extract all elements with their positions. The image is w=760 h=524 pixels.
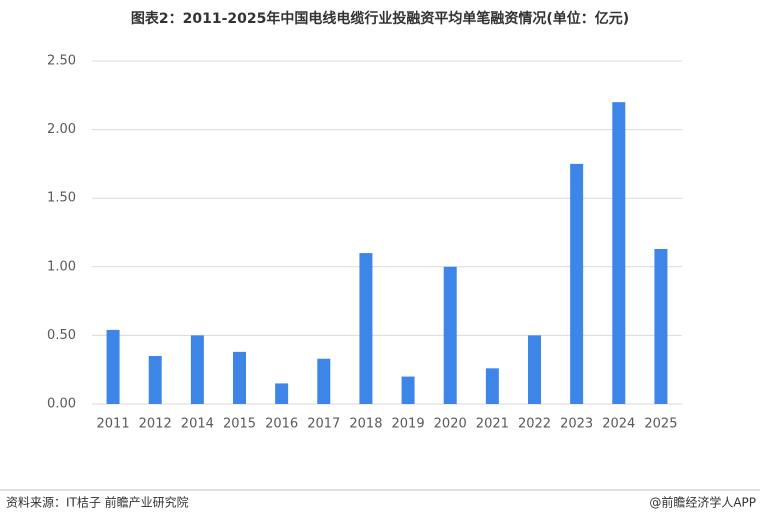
bar xyxy=(528,335,541,404)
bar xyxy=(443,266,457,404)
y-tick-label: 0.50 xyxy=(47,328,76,343)
x-tick-label: 2014 xyxy=(181,417,214,432)
x-tick-label: 2021 xyxy=(476,417,509,432)
x-tick-label: 2018 xyxy=(349,417,382,432)
x-tick-label: 2015 xyxy=(223,417,256,432)
source-note: 资料来源：IT桔子 前瞻产业研究院 xyxy=(6,495,189,510)
x-tick-label: 2016 xyxy=(265,417,298,432)
bar xyxy=(401,376,415,404)
y-tick-label: 1.00 xyxy=(47,259,76,274)
x-tick-label: 2017 xyxy=(307,417,340,432)
bar xyxy=(275,383,289,404)
bar xyxy=(233,351,246,404)
x-tick-label: 2024 xyxy=(602,417,635,432)
bar xyxy=(190,335,204,404)
bar xyxy=(317,358,331,404)
bar xyxy=(570,163,584,404)
bar xyxy=(148,355,162,404)
x-tick-label: 2019 xyxy=(392,417,425,432)
x-tick-label: 2012 xyxy=(139,417,172,432)
x-tick-label: 2011 xyxy=(97,417,130,432)
x-tick-label: 2022 xyxy=(518,417,551,432)
brand-note: @前瞻经济学人APP xyxy=(649,495,756,510)
x-tick-label: 2020 xyxy=(434,417,467,432)
bar xyxy=(359,253,373,404)
bar xyxy=(612,102,626,404)
x-tick-label: 2023 xyxy=(560,417,593,432)
y-tick-label: 1.50 xyxy=(47,191,76,206)
y-tick-label: 2.50 xyxy=(47,54,76,69)
y-tick-label: 2.00 xyxy=(47,122,76,137)
bar xyxy=(485,368,499,404)
bar xyxy=(654,248,668,404)
y-tick-label: 0.00 xyxy=(47,397,76,412)
x-tick-label: 2025 xyxy=(644,417,677,432)
bar xyxy=(106,329,120,404)
chart-title: 图表2：2011-2025年中国电线电缆行业投融资平均单笔融资情况(单位：亿元) xyxy=(131,10,629,27)
